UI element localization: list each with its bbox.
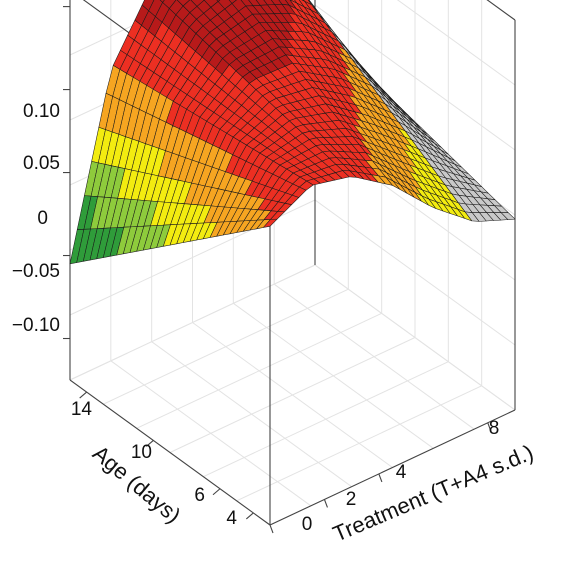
z-tick-label: 0.10 [23, 101, 60, 122]
grid-line [203, 361, 449, 478]
treatment-tick-label: 4 [396, 462, 407, 483]
grid-line [136, 312, 382, 429]
z-tick-label: 0.05 [23, 153, 60, 174]
treatment-axis-title: Treatment (T+A4 s.d.) [329, 440, 537, 547]
frame-edge [69, 379, 271, 526]
age-tick-mark [79, 391, 88, 399]
grid-line [69, 264, 316, 381]
frame-edge [269, 409, 516, 526]
age-tick-label: 6 [194, 485, 205, 506]
surface-cell [159, 0, 165, 3]
grid-line [103, 288, 349, 405]
treatment-tick-mark [323, 499, 328, 508]
treatment-tick-label: 0 [302, 514, 313, 535]
treatment-tick-mark [487, 422, 492, 431]
surface-cell [263, 218, 278, 228]
age-tick-mark [212, 488, 221, 496]
z-tick-label: −0.05 [12, 261, 60, 282]
surface-cell [228, 0, 237, 4]
z-tick-label: −0.10 [12, 315, 60, 336]
age-tick-label: 14 [71, 399, 93, 420]
z-tick-label: 0 [37, 208, 48, 229]
treatment-tick-mark [269, 524, 274, 534]
age-tick-label: 4 [226, 508, 237, 529]
age-tick-label: 10 [131, 442, 152, 463]
surface-mesh [69, 0, 516, 265]
grid-line [169, 337, 416, 453]
grid-line [236, 385, 482, 502]
treatment-tick-mark [378, 473, 383, 483]
age-tick-mark [245, 512, 254, 520]
treatment-tick-label: 8 [489, 418, 500, 439]
treatment-tick-label: 2 [346, 489, 357, 510]
age-tick-mark [145, 439, 154, 447]
